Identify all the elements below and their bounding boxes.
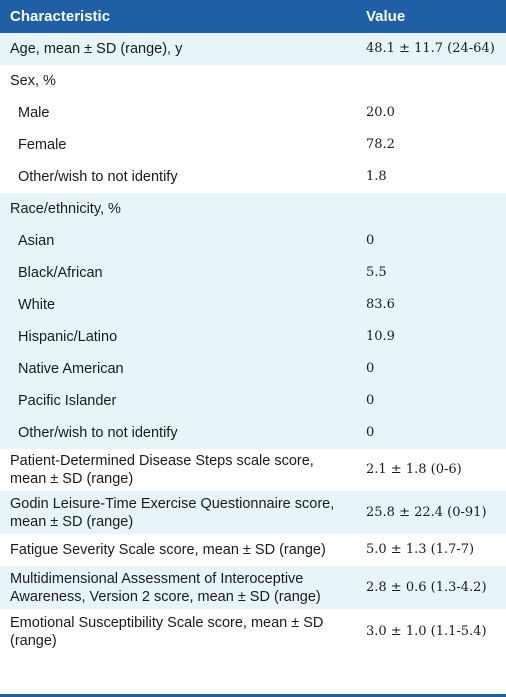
row-label: Male (0, 97, 356, 129)
row-value: 0 (356, 417, 506, 449)
row-value: 5.5 (356, 257, 506, 289)
row-value: 20.0 (356, 97, 506, 129)
row-label: Emotional Susceptibility Scale score, me… (0, 609, 356, 654)
table-row-race-white: White 83.6 (0, 289, 506, 321)
row-label: Asian (0, 225, 356, 257)
row-label: Native American (0, 353, 356, 385)
characteristics-table: Characteristic Value Age, mean ± SD (ran… (0, 0, 506, 654)
table-row-race-heading: Race/ethnicity, % (0, 193, 506, 225)
table-row-race-other: Other/wish to not identify 0 (0, 417, 506, 449)
row-label: Hispanic/Latino (0, 321, 356, 353)
table-row-race-native-american: Native American 0 (0, 353, 506, 385)
row-value: 48.1 ± 11.7 (24-64) (356, 33, 506, 65)
row-value (356, 65, 506, 97)
row-label: White (0, 289, 356, 321)
row-value: 1.8 (356, 161, 506, 193)
row-label: Multidimensional Assessment of Interocep… (0, 566, 356, 609)
row-value: 78.2 (356, 129, 506, 161)
row-value: 2.1 ± 1.8 (0-6) (356, 449, 506, 491)
column-header-value: Value (356, 0, 506, 33)
row-value: 0 (356, 353, 506, 385)
row-value: 10.9 (356, 321, 506, 353)
row-value: 2.8 ± 0.6 (1.3-4.2) (356, 566, 506, 609)
table-row-pdds: Patient-Determined Disease Steps scale s… (0, 449, 506, 491)
row-label: Fatigue Severity Scale score, mean ± SD … (0, 534, 356, 566)
row-value: 83.6 (356, 289, 506, 321)
row-label: Godin Leisure-Time Exercise Questionnair… (0, 491, 356, 534)
table-row-age: Age, mean ± SD (range), y 48.1 ± 11.7 (2… (0, 33, 506, 65)
row-label: Female (0, 129, 356, 161)
row-label: Pacific Islander (0, 385, 356, 417)
row-value: 25.8 ± 22.4 (0-91) (356, 491, 506, 534)
row-label: Other/wish to not identify (0, 417, 356, 449)
row-value: 0 (356, 225, 506, 257)
table-row-maia: Multidimensional Assessment of Interocep… (0, 566, 506, 609)
table-row-race-asian: Asian 0 (0, 225, 506, 257)
table-row-sex-male: Male 20.0 (0, 97, 506, 129)
table-header-row: Characteristic Value (0, 0, 506, 33)
table-row-godin: Godin Leisure-Time Exercise Questionnair… (0, 491, 506, 534)
row-label: Age, mean ± SD (range), y (0, 33, 356, 65)
row-value: 3.0 ± 1.0 (1.1-5.4) (356, 609, 506, 654)
table-row-race-black: Black/African 5.5 (0, 257, 506, 289)
table-row-emotional-susceptibility: Emotional Susceptibility Scale score, me… (0, 609, 506, 654)
row-label: Sex, % (0, 65, 356, 97)
row-value (356, 193, 506, 225)
row-label: Race/ethnicity, % (0, 193, 356, 225)
row-label: Other/wish to not identify (0, 161, 356, 193)
table-row-race-pacific-islander: Pacific Islander 0 (0, 385, 506, 417)
table-row-sex-other: Other/wish to not identify 1.8 (0, 161, 506, 193)
table-row-race-hispanic: Hispanic/Latino 10.9 (0, 321, 506, 353)
row-value: 5.0 ± 1.3 (1.7-7) (356, 534, 506, 566)
table-row-sex-heading: Sex, % (0, 65, 506, 97)
table-row-sex-female: Female 78.2 (0, 129, 506, 161)
column-header-characteristic: Characteristic (0, 0, 356, 33)
table-row-fatigue: Fatigue Severity Scale score, mean ± SD … (0, 534, 506, 566)
row-label: Black/African (0, 257, 356, 289)
row-label: Patient-Determined Disease Steps scale s… (0, 449, 356, 491)
row-value: 0 (356, 385, 506, 417)
